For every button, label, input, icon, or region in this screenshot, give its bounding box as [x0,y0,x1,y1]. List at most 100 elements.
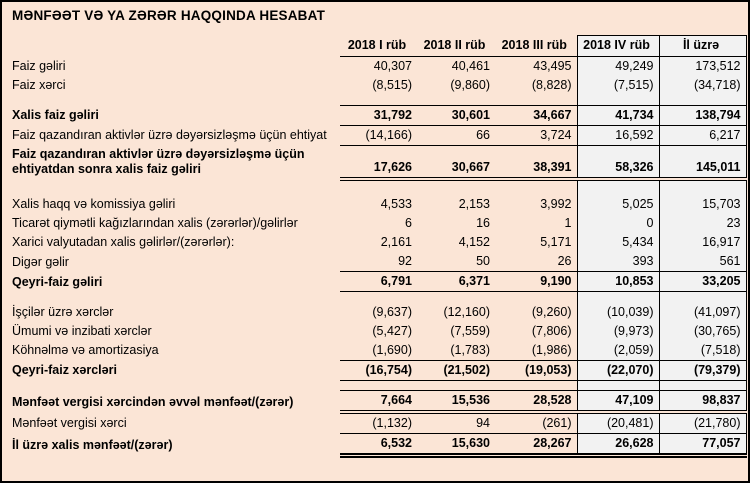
row-label: Faiz qazandıran aktivlər üzrə dəyərsizlə… [12,128,327,142]
row-label: Faiz gəliri [12,59,66,73]
value-cell: 16,917 [658,233,747,252]
value-cell: (9,860) [450,78,490,92]
header-empty-cell [10,36,340,57]
value-cell: 3,992 [540,197,572,211]
spacer-cell [340,292,417,303]
value-cell: (22,070) [576,359,659,381]
value-cell: 31,792 [340,104,417,126]
value-cell: 6,532 [340,433,417,458]
value-cell: 77,057 [658,433,747,458]
value-cell: 2,161 [380,235,412,249]
value-cell: 4,152 [458,235,490,249]
table-row: Faiz gəliri 40,307 40,461 43,495 49,249 173,5… [10,56,747,76]
value-cell: (16,754) [340,359,417,381]
spacer-row [10,291,747,303]
pl-table: 2018 I rüb 2018 II rüb 2018 III rüb 2018… [10,35,747,458]
spacer-cell [576,95,659,105]
table-row: Xalis haqq və komissiya gəliri 4,533 2,153… [10,195,747,214]
value-cell: 41,734 [576,104,659,126]
table-row: İşçilər üzrə xərclər (9,637) (12,160) (9,26… [10,302,747,322]
spacer-cell [340,179,417,195]
spacer-cell [658,380,747,390]
value-cell: (7,515) [576,76,659,95]
value-cell: 561 [658,252,747,272]
value-cell: (14,166) [340,125,417,146]
value-cell: 66 [417,125,495,146]
row-label: Digər gəlir [12,254,69,269]
header-year: İl üzrə [658,35,747,57]
table-row: Faiz qazandıran aktivlər üzrə dəyərsizlə… [10,125,747,146]
row-label: Faiz xərci [12,78,66,92]
value-cell: 30,601 [417,104,495,126]
value-cell: 173,512 [658,56,747,76]
value-cell: 94 [417,411,495,434]
spacer-cell [576,380,659,390]
value-cell: (79,379) [658,359,747,381]
value-cell: (1,690) [372,342,412,357]
value-cell: 5,025 [576,195,659,214]
table-row: Digər gəlir 92 50 26 393 561 [10,252,747,272]
value-cell: 28,528 [495,389,577,414]
row-label: İl üzrə xalis mənfəət/(zərər) [12,438,173,452]
spacer-row [10,179,747,195]
value-cell: (8,828) [531,78,572,92]
value-cell: 47,109 [576,389,659,414]
spacer-cell [417,292,495,303]
spacer-cell [417,179,495,195]
value-cell: (1,986) [531,342,572,357]
value-cell: 15,703 [658,195,747,214]
value-cell: (8,515) [372,78,412,92]
value-cell: (41,097) [658,302,747,322]
spacer-cell [495,179,577,195]
table-row: Ümumi və inzibati xərclər (5,427) (7,559) (… [10,321,747,341]
value-cell: 16,592 [576,125,659,146]
row-label: Xalis haqq və komissiya gəliri [12,197,176,211]
table-row: Mənfəət vergisi xərcindən əvvəl mənfəət/… [10,389,747,414]
header-q4: 2018 IV rüb [576,35,659,57]
value-cell: (19,053) [495,359,577,381]
spacer-cell [576,179,659,195]
value-cell: 28,267 [495,433,577,458]
value-cell: (9,260) [531,304,572,319]
spacer-cell [340,95,417,105]
value-cell: (7,806) [531,323,572,338]
value-cell: 1 [564,216,572,230]
value-cell: (21,502) [417,359,495,381]
page-title: MƏNFƏƏT VƏ YA ZƏRƏR HAQQINDA HESABAT [12,8,326,23]
row-label: İşçilər üzrə xərclər [12,304,114,319]
spacer-cell [417,380,495,390]
header-q2: 2018 II rüb [417,35,495,57]
value-cell: 145,011 [658,145,747,181]
row-label: Xarici valyutadan xalis gəlirlər/(zərərl… [12,235,235,249]
value-cell: (20,481) [576,411,659,434]
spacer-cell [10,380,340,390]
table-row: Qeyri-faiz gəliri 6,791 6,371 9,190 10,853 33… [10,271,747,292]
row-label: Xalis faiz gəliri [12,108,99,122]
spacer-cell [10,95,340,105]
value-cell: (1,783) [450,342,490,357]
value-cell: 9,190 [495,271,577,292]
value-cell: (7,518) [658,340,747,360]
spacer-cell [658,95,747,105]
spacer-cell [10,179,340,195]
value-cell: (5,427) [372,323,412,338]
header-q1: 2018 I rüb [340,35,417,57]
value-cell: (2,059) [576,340,659,360]
row-label: Mənfəət vergisi xərci [12,416,127,430]
value-cell: (1,132) [340,411,417,434]
row-label: Mənfəət vergisi xərcindən əvvəl mənfəət/… [12,394,294,409]
value-cell: 7,664 [340,389,417,414]
value-cell: (34,718) [658,76,747,95]
value-cell: 40,461 [451,59,490,73]
table-row: Mənfəət vergisi xərci (1,132) 94 (261) (20,4… [10,411,747,434]
value-cell: 34,667 [495,104,577,126]
value-cell: 30,667 [417,145,495,181]
value-cell: 43,495 [533,59,572,73]
value-cell: 4,533 [380,197,412,211]
value-cell: 3,724 [495,125,577,146]
value-cell: 26,628 [576,433,659,458]
value-cell: 0 [576,214,659,233]
value-cell: 138,794 [658,104,747,126]
value-cell: (30,765) [658,321,747,341]
